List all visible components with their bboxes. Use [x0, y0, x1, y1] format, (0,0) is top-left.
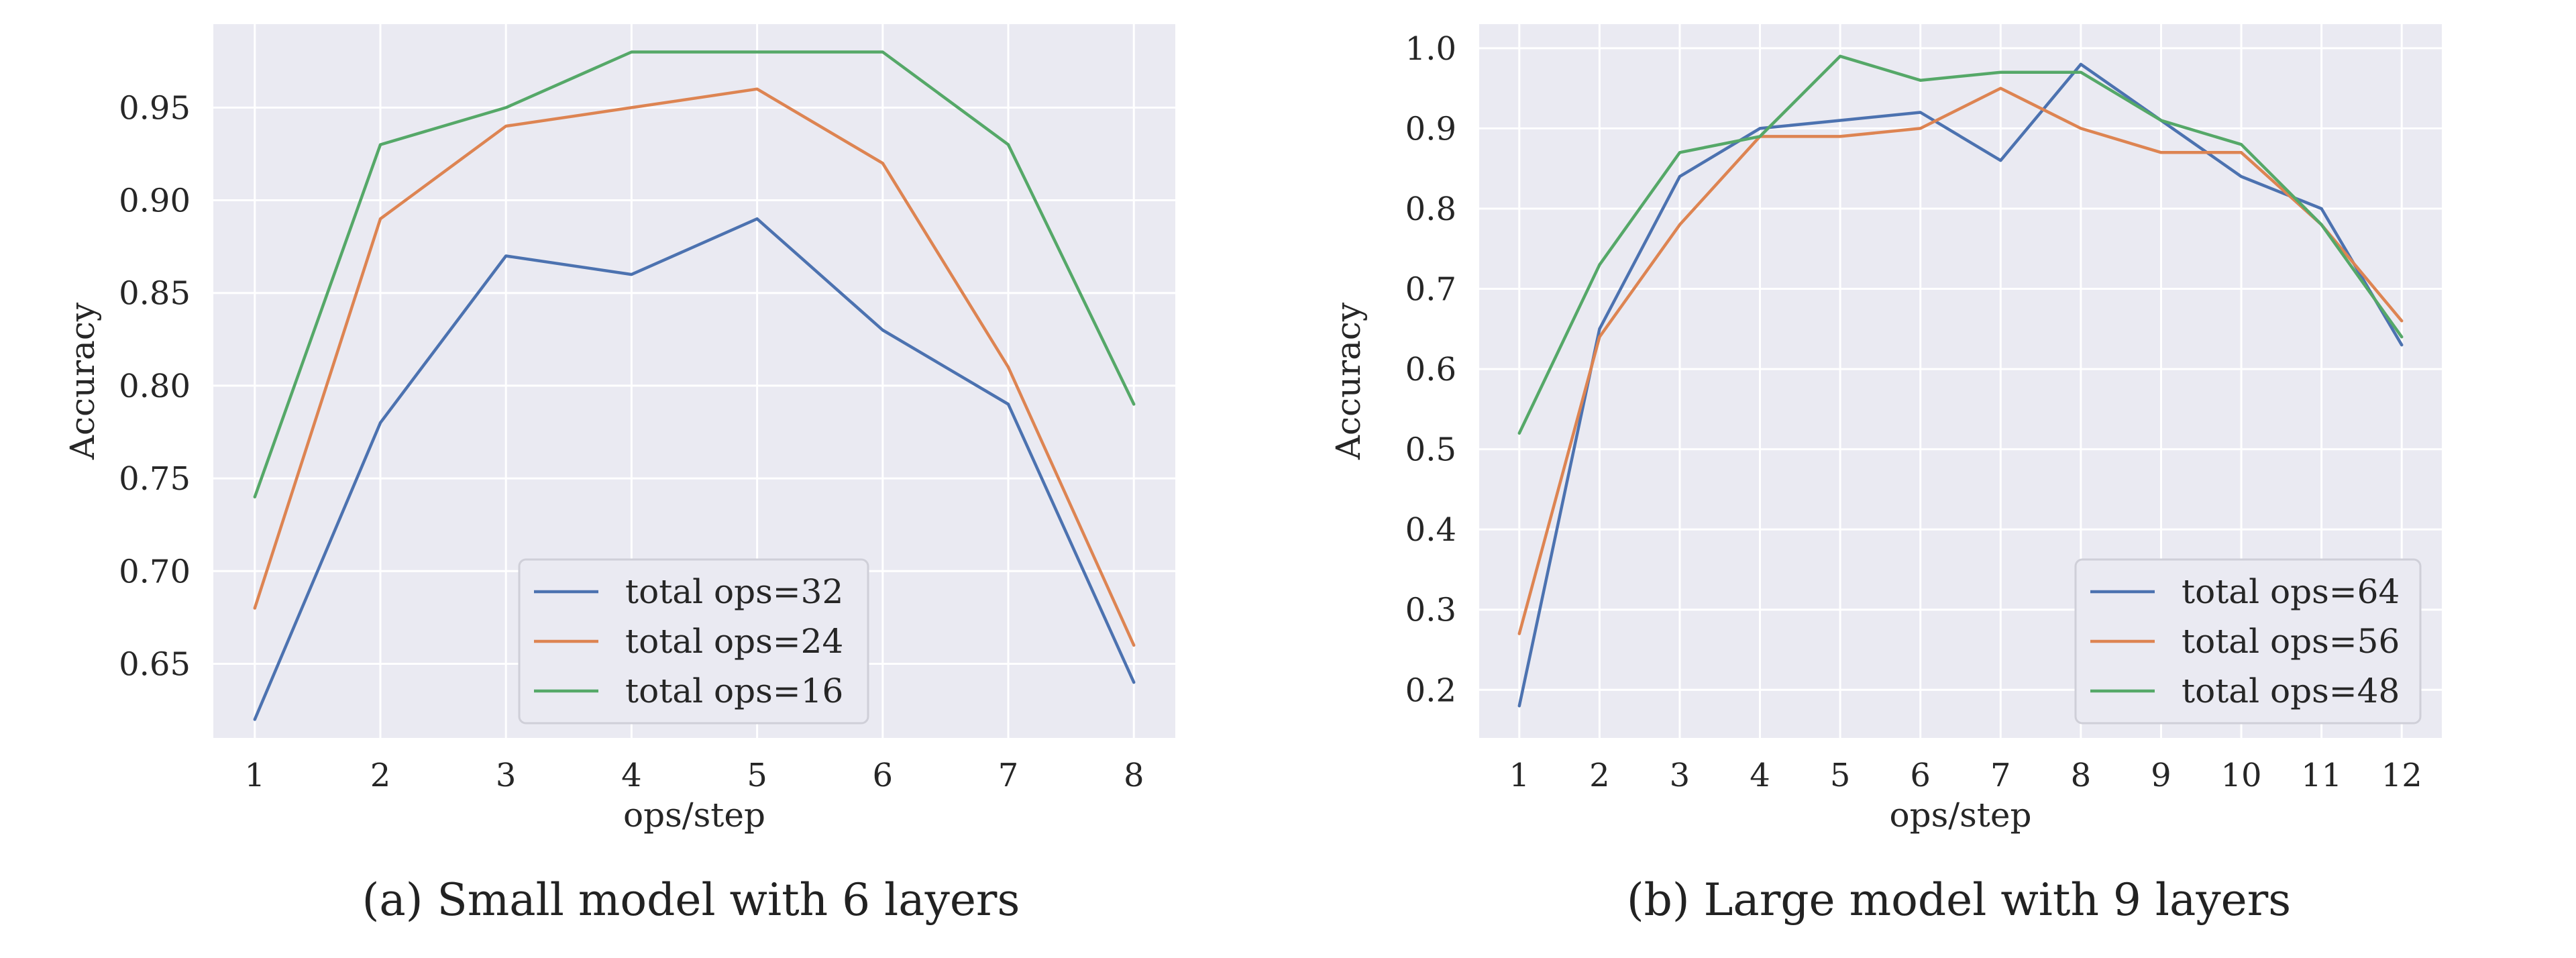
legend-entry: total ops=16 — [625, 672, 843, 710]
x-axis-label: ops/step — [623, 796, 765, 835]
legend-entry: total ops=56 — [2182, 622, 2400, 661]
legend-entry: total ops=64 — [2182, 572, 2400, 611]
y-tick-label: 0.80 — [119, 368, 191, 405]
series-line-2 — [1517, 87, 2404, 635]
x-tick-label: 5 — [747, 757, 767, 794]
y-tick-label: 0.3 — [1405, 592, 1456, 629]
series-line-1 — [253, 217, 1136, 721]
legend-box — [2074, 558, 2422, 725]
legend-box — [518, 558, 869, 725]
x-tick-label: 3 — [1670, 757, 1690, 794]
x-tick-label: 7 — [998, 757, 1019, 794]
legend: total ops=32 total ops=24 total ops=16 — [518, 558, 869, 725]
legend-entry: total ops=48 — [2182, 672, 2400, 710]
y-tick-label: 0.2 — [1405, 672, 1456, 709]
y-axis-label: Accuracy — [1329, 302, 1368, 460]
series-line-3 — [1517, 54, 2404, 435]
x-tick-label: 6 — [1910, 757, 1931, 794]
y-tick-label: 0.7 — [1405, 271, 1456, 309]
x-tick-label: 6 — [873, 757, 894, 794]
y-tick-label: 0.65 — [119, 645, 191, 683]
x-tick-label: 12 — [2381, 757, 2422, 794]
y-tick-label: 0.9 — [1405, 110, 1456, 148]
x-tick-label: 5 — [1830, 757, 1851, 794]
x-tick-label: 2 — [1589, 757, 1610, 794]
y-tick-label: 0.75 — [119, 460, 191, 498]
y-tick-label: 0.4 — [1405, 511, 1456, 549]
series-line-1 — [1517, 62, 2404, 708]
figure-caption: (b) Large model with 9 layers — [1627, 874, 2291, 926]
x-tick-label: 8 — [1124, 757, 1144, 794]
y-tick-label: 0.6 — [1405, 351, 1456, 388]
y-tick-label: 1.0 — [1405, 30, 1456, 68]
legend: total ops=64 total ops=56 total ops=48 — [2074, 558, 2422, 725]
series-line-2 — [253, 87, 1136, 647]
x-tick-label: 3 — [496, 757, 517, 794]
y-tick-label: 0.85 — [119, 275, 191, 313]
y-tick-label: 0.95 — [119, 89, 191, 127]
series-line-3 — [253, 50, 1136, 498]
chart-large-model: 0.20.30.40.50.60.70.80.91.01 2 3 4 5 6 7 8 9 10 11… — [1329, 24, 2442, 926]
y-tick-label: 0.8 — [1405, 191, 1456, 228]
y-tick-label: 0.70 — [119, 553, 191, 590]
chart-small-model: 0.65 0.70 0.75 0.80 0.85 0.90 0.95 1 2 3 4 5 6 7 8 ops/… — [63, 24, 1175, 926]
x-tick-label: 10 — [2221, 757, 2262, 794]
x-tick-label: 1 — [1509, 757, 1530, 794]
legend-entry: total ops=32 — [625, 572, 843, 611]
x-tick-label: 9 — [2151, 757, 2171, 794]
legend-entry: total ops=24 — [625, 622, 843, 661]
y-tick-label: 0.90 — [119, 182, 191, 220]
x-axis-label: ops/step — [1890, 796, 2032, 835]
figure-caption: (a) Small model with 6 layers — [362, 874, 1020, 926]
x-tick-label: 7 — [1990, 757, 2011, 794]
x-tick-label: 4 — [621, 757, 642, 794]
y-tick-label: 0.5 — [1405, 431, 1456, 469]
x-tick-label: 2 — [370, 757, 391, 794]
x-tick-label: 1 — [245, 757, 266, 794]
x-tick-label: 8 — [2071, 757, 2092, 794]
x-tick-label: 11 — [2301, 757, 2342, 794]
x-tick-label: 4 — [1750, 757, 1770, 794]
y-axis-label: Accuracy — [63, 302, 102, 460]
